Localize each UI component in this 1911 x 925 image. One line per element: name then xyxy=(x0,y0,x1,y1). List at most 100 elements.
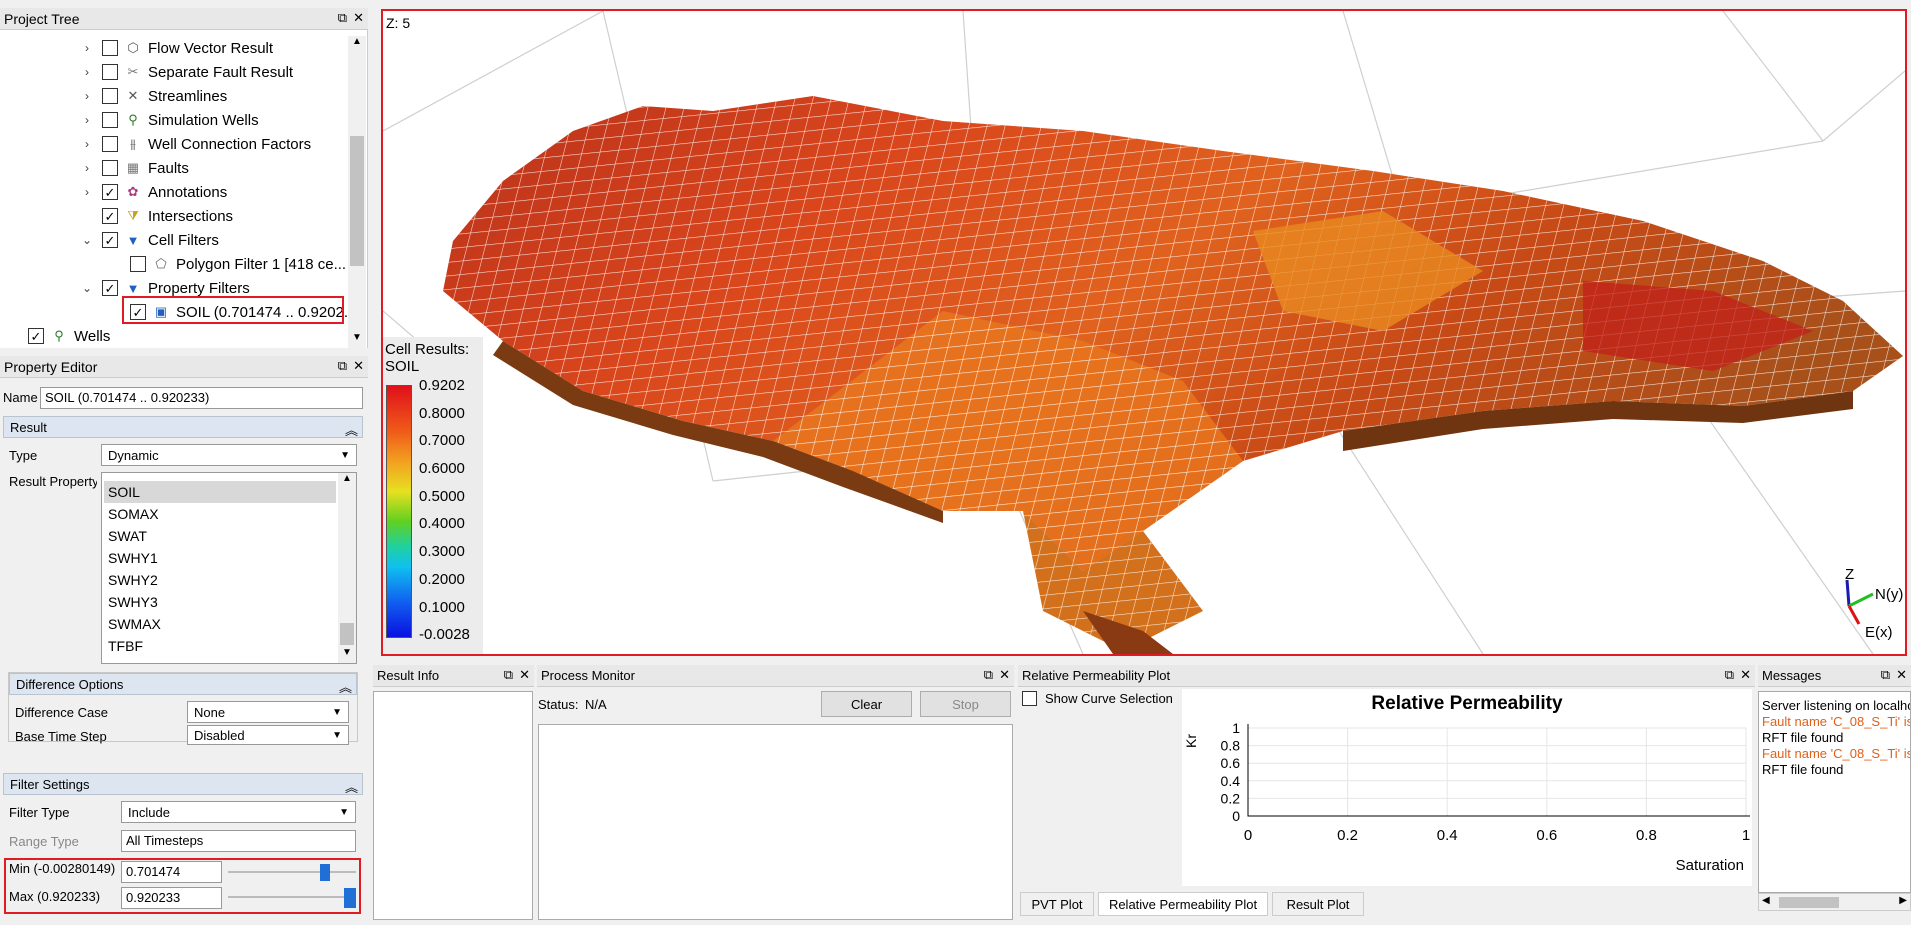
messages-hscrollbar[interactable]: ◀ ▶ xyxy=(1758,893,1911,911)
base-time-step-select[interactable]: Disabled ▼ xyxy=(187,725,349,745)
tree-checkbox[interactable] xyxy=(102,88,118,104)
close-icon[interactable]: ✕ xyxy=(1896,667,1907,682)
result-property-item[interactable]: SWAT xyxy=(108,528,147,544)
tab-pvt-plot[interactable]: PVT Plot xyxy=(1020,892,1094,916)
scroll-up-icon[interactable]: ▲ xyxy=(342,473,352,484)
tree-item[interactable]: › ✂ Separate Fault Result xyxy=(80,60,293,84)
scroll-right-icon[interactable]: ▶ xyxy=(1899,895,1907,906)
tree-item[interactable]: › ⫵ Well Connection Factors xyxy=(80,132,311,156)
show-curve-selection[interactable]: Show Curve Selection xyxy=(1022,691,1173,706)
tree-checkbox[interactable]: ✓ xyxy=(102,232,118,248)
tree-item[interactable]: › ✓ ✿ Annotations xyxy=(80,180,227,204)
scroll-down-icon[interactable]: ▼ xyxy=(352,332,362,343)
tree-item[interactable]: ⌄ ✓ ▼ Cell Filters xyxy=(80,228,219,252)
tree-item[interactable]: ✓ ⚲ Wells xyxy=(20,324,110,348)
tree-checkbox[interactable]: ✓ xyxy=(130,304,146,320)
expand-toggle-icon[interactable]: › xyxy=(85,113,89,127)
expand-toggle-icon[interactable]: › xyxy=(85,65,89,79)
max-slider[interactable] xyxy=(228,888,356,908)
stop-button[interactable]: Stop xyxy=(920,691,1011,717)
tree-checkbox[interactable] xyxy=(102,136,118,152)
max-slider-thumb[interactable] xyxy=(344,888,356,908)
close-icon[interactable]: ✕ xyxy=(353,10,364,25)
chevron-down-icon: ▼ xyxy=(339,806,349,818)
tree-checkbox[interactable]: ✓ xyxy=(102,280,118,296)
scroll-down-icon[interactable]: ▼ xyxy=(342,647,352,658)
close-icon[interactable]: ✕ xyxy=(519,667,530,682)
list-scrollbar[interactable]: ▲ ▼ xyxy=(338,473,356,663)
relperm-plot[interactable]: Relative Permeability 1 0.8 0.6 0.4 0.2 0 0 0.2… xyxy=(1182,689,1752,886)
scroll-thumb[interactable] xyxy=(350,136,364,266)
tree-item[interactable]: ✓ ⧩ Intersections xyxy=(80,204,233,228)
tree-checkbox[interactable] xyxy=(102,112,118,128)
messages-list[interactable]: Server listening on localho Fault name 'C… xyxy=(1758,691,1911,893)
tree-scrollbar[interactable]: ▲ ▼ xyxy=(348,36,366,348)
collapse-icon[interactable]: ︽ xyxy=(344,780,358,795)
close-icon[interactable]: ✕ xyxy=(999,667,1010,682)
tree-checkbox[interactable] xyxy=(102,160,118,176)
tree-item[interactable]: ⌄ ✓ ▼ Property Filters xyxy=(80,276,250,300)
difference-options-header[interactable]: Difference Options ︽ xyxy=(9,673,357,695)
name-field[interactable]: SOIL (0.701474 .. 0.920233) xyxy=(40,387,363,409)
expand-toggle-icon[interactable]: › xyxy=(85,161,89,175)
expand-toggle-icon[interactable]: › xyxy=(85,89,89,103)
result-property-item[interactable]: SWHY3 xyxy=(108,594,158,610)
result-property-item[interactable]: SOIL xyxy=(104,481,336,503)
float-icon[interactable]: ⧉ xyxy=(1724,667,1735,682)
tree-checkbox[interactable] xyxy=(102,40,118,56)
scroll-thumb[interactable] xyxy=(1779,897,1839,908)
min-slider-thumb[interactable] xyxy=(320,864,331,881)
3d-viewer[interactable]: Z: 5 Cell Results: SOIL 0.9202 0.8000 0.70… xyxy=(381,9,1907,656)
close-icon[interactable]: ✕ xyxy=(353,358,364,373)
tree-item[interactable]: › ✕ Streamlines xyxy=(80,84,227,108)
float-icon[interactable]: ⧉ xyxy=(503,667,514,682)
close-icon[interactable]: ✕ xyxy=(1740,667,1751,682)
expand-toggle-icon[interactable]: › xyxy=(85,185,89,199)
tree-checkbox[interactable] xyxy=(130,256,146,272)
result-property-item[interactable]: SWMAX xyxy=(108,616,161,632)
result-property-list[interactable]: SOIL SOMAX SWAT SWHY1 SWHY2 SWHY3 SWMAX TFBF ▲ … xyxy=(101,472,357,664)
float-icon[interactable]: ⧉ xyxy=(337,10,348,25)
result-property-item[interactable]: SWHY1 xyxy=(108,550,158,566)
result-group-header[interactable]: Result ︽ xyxy=(3,416,363,438)
result-property-item[interactable]: SWHY2 xyxy=(108,572,158,588)
axis-z-label: Z xyxy=(1845,566,1855,583)
show-curve-checkbox[interactable] xyxy=(1022,691,1037,706)
expand-toggle-icon[interactable]: ⌄ xyxy=(81,233,93,247)
difference-case-select[interactable]: None ▼ xyxy=(187,701,349,723)
type-select[interactable]: Dynamic ▼ xyxy=(101,444,357,466)
max-field[interactable]: 0.920233 xyxy=(121,887,222,909)
tree-item[interactable]: ✓ ▣ SOIL (0.701474 .. 0.9202... xyxy=(108,300,356,324)
clear-button[interactable]: Clear xyxy=(821,691,912,717)
filter-settings-header[interactable]: Filter Settings ︽ xyxy=(3,773,363,795)
collapse-icon[interactable]: ︽ xyxy=(338,680,352,695)
expand-toggle-icon[interactable]: › xyxy=(85,137,89,151)
scroll-thumb[interactable] xyxy=(340,623,354,645)
process-output-area[interactable] xyxy=(538,724,1013,920)
expand-toggle-icon[interactable]: ⌄ xyxy=(81,281,93,295)
tree-checkbox[interactable]: ✓ xyxy=(102,208,118,224)
filter-type-select[interactable]: Include ▼ xyxy=(121,801,356,823)
tab-result-plot[interactable]: Result Plot xyxy=(1272,892,1364,916)
tree-checkbox[interactable] xyxy=(102,64,118,80)
collapse-icon[interactable]: ︽ xyxy=(344,423,358,438)
tree-item[interactable]: › ▦ Faults xyxy=(80,156,189,180)
tree-item[interactable]: › ⚲ Simulation Wells xyxy=(80,108,259,132)
tab-relative-permeability-plot[interactable]: Relative Permeability Plot xyxy=(1098,892,1268,916)
expand-toggle-icon[interactable]: › xyxy=(85,41,89,55)
result-info-area[interactable] xyxy=(373,691,533,920)
min-field[interactable]: 0.701474 xyxy=(121,861,222,883)
tree-checkbox[interactable]: ✓ xyxy=(102,184,118,200)
float-icon[interactable]: ⧉ xyxy=(1880,667,1891,682)
tree-checkbox[interactable]: ✓ xyxy=(28,328,44,344)
float-icon[interactable]: ⧉ xyxy=(983,667,994,682)
tree-item[interactable]: ⬠ Polygon Filter 1 [418 ce... xyxy=(108,252,346,276)
min-slider[interactable] xyxy=(228,864,356,881)
scroll-left-icon[interactable]: ◀ xyxy=(1762,895,1770,906)
float-icon[interactable]: ⧉ xyxy=(337,358,348,373)
result-property-item[interactable]: TFBF xyxy=(108,638,143,654)
result-property-item[interactable]: SOMAX xyxy=(108,506,159,522)
tree-item[interactable]: › ⬡ Flow Vector Result xyxy=(80,36,273,60)
filter-type-value: Include xyxy=(128,804,170,820)
scroll-up-icon[interactable]: ▲ xyxy=(352,36,362,47)
